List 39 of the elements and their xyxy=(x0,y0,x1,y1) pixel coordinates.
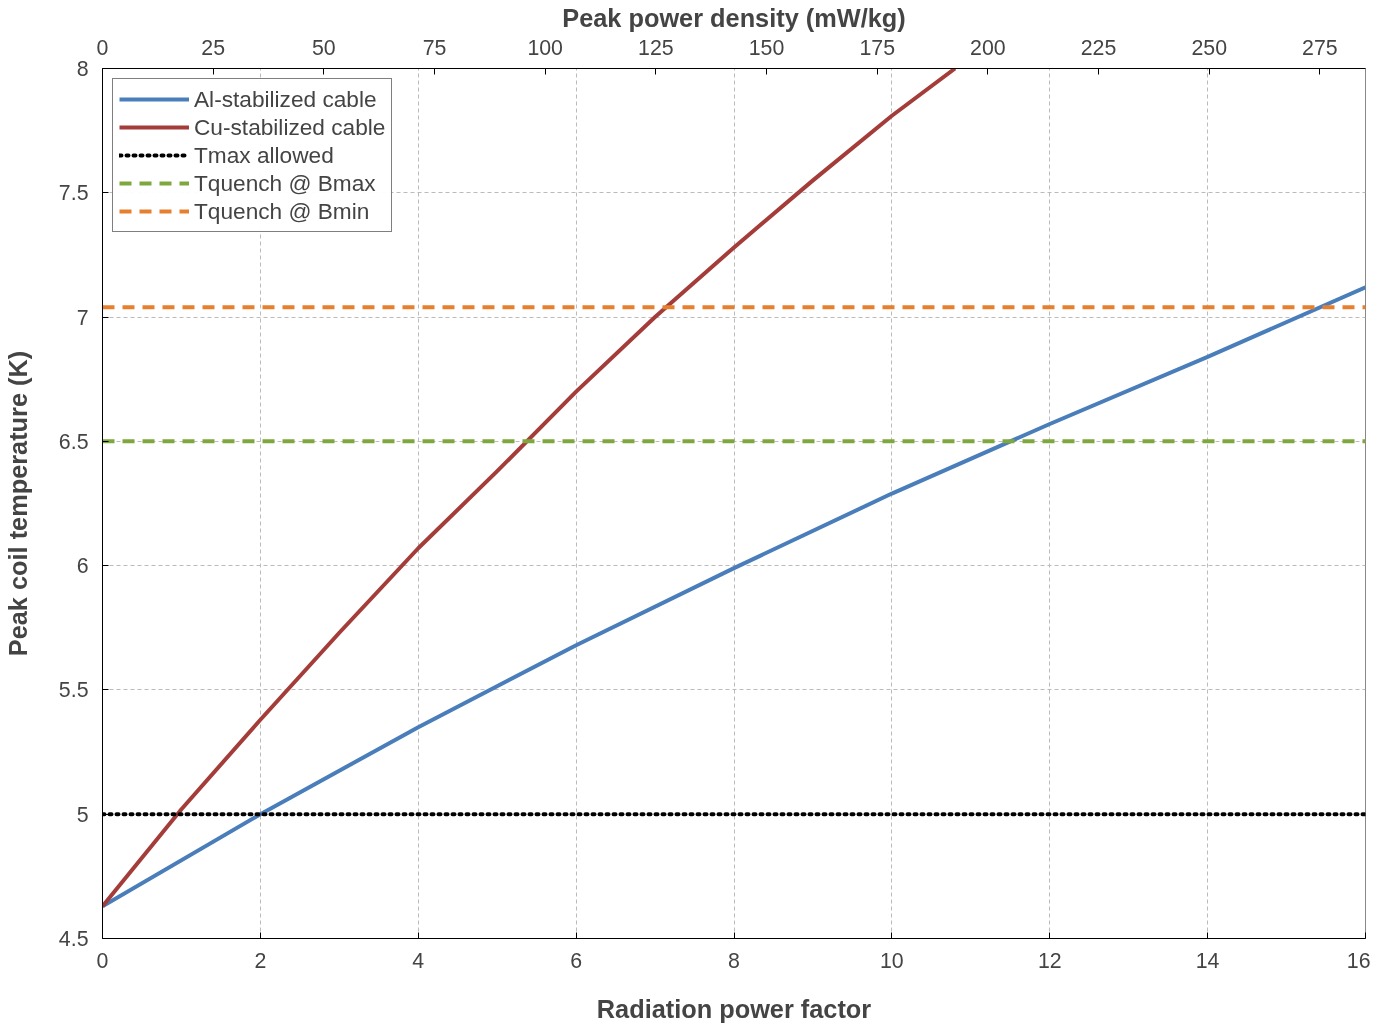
y-tick-label: 8 xyxy=(76,57,89,81)
legend-label: Cu-stabilized cable xyxy=(194,113,386,141)
legend-label: Tquench @ Bmax xyxy=(194,169,376,197)
y-tick-label: 7.5 xyxy=(58,181,89,206)
x2-tick-label: 200 xyxy=(970,35,1006,60)
x-tick-label: 12 xyxy=(1037,948,1062,973)
y-tick-label: 7 xyxy=(76,305,89,330)
y-axis-title: Peak coil temperature (K) xyxy=(3,350,32,657)
legend-label: Al-stabilized cable xyxy=(194,85,377,113)
x2-axis-title: Peak power density (mW/kg) xyxy=(562,3,906,32)
x-tick-label: 16 xyxy=(1346,948,1371,973)
x2-tick-label: 250 xyxy=(1191,35,1228,60)
x2-tick-label: 150 xyxy=(748,35,785,60)
y-tick-label: 5.5 xyxy=(58,678,89,703)
x2-tick-label: 225 xyxy=(1080,35,1117,60)
x2-tick-label: 0 xyxy=(96,35,109,60)
x2-tick-label: 175 xyxy=(859,35,896,60)
x-tick-label: 0 xyxy=(96,948,109,973)
x-tick-label: 10 xyxy=(880,948,904,973)
y-tick-label: 5 xyxy=(76,802,89,827)
y-tick-label: 6 xyxy=(76,554,89,579)
y-tick-label: 6.5 xyxy=(58,429,89,454)
line-series xyxy=(102,285,1366,909)
x2-tick-label: 125 xyxy=(638,35,674,60)
line-series xyxy=(102,68,958,909)
x-tick-label: 2 xyxy=(254,948,267,973)
x2-tick-label: 75 xyxy=(422,35,447,60)
x-tick-label: 4 xyxy=(412,948,425,973)
y-tick-label: 4.5 xyxy=(58,927,89,951)
legend-label: Tquench @ Bmin xyxy=(194,197,370,225)
legend-label: Tmax allowed xyxy=(194,141,334,169)
x-tick-label: 6 xyxy=(570,948,583,973)
x2-tick-label: 275 xyxy=(1302,35,1338,60)
x2-tick-label: 25 xyxy=(201,35,226,60)
x2-tick-label: 100 xyxy=(527,35,564,60)
x-tick-label: 8 xyxy=(728,948,740,973)
x-tick-label: 14 xyxy=(1195,948,1220,973)
x-axis-title: Radiation power factor xyxy=(596,994,872,1023)
x2-tick-label: 50 xyxy=(311,35,336,60)
